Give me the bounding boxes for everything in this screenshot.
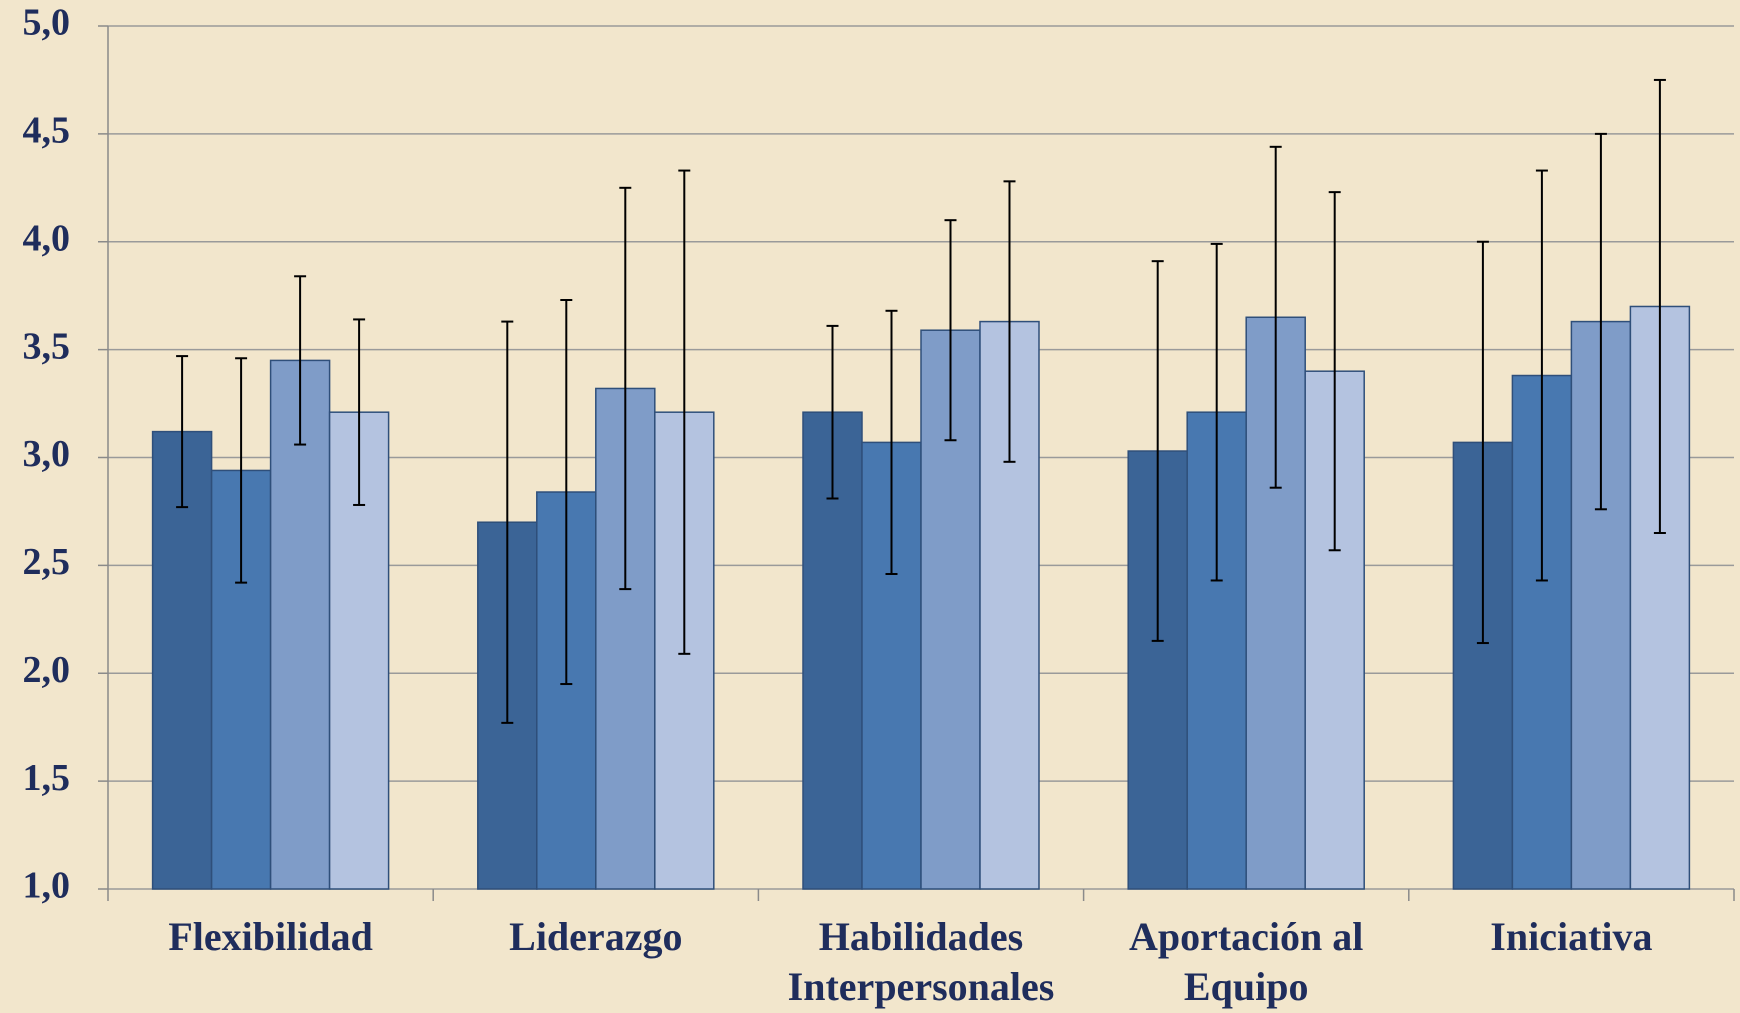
x-tick-label: Aportación al Equipo xyxy=(1129,914,1363,1009)
error-bar xyxy=(944,219,957,442)
error-bar xyxy=(1594,132,1607,511)
bar xyxy=(269,359,331,890)
error-bar xyxy=(1003,180,1016,463)
error-bar xyxy=(1653,78,1666,535)
error-bar xyxy=(1269,145,1282,489)
y-tick-label: 1,5 xyxy=(23,757,71,799)
y-tick-label: 2,0 xyxy=(23,649,71,691)
error-bar xyxy=(235,357,248,584)
error-bar xyxy=(1476,240,1489,645)
y-tick-label: 4,5 xyxy=(23,110,71,152)
x-tick-label: Iniciativa xyxy=(1490,914,1652,959)
y-tick-label: 3,0 xyxy=(23,433,71,475)
y-tick-label: 1,0 xyxy=(23,865,71,907)
error-bar xyxy=(501,320,514,724)
x-tick-label-line: Equipo xyxy=(1184,964,1309,1009)
error-bar xyxy=(885,309,898,576)
error-bar xyxy=(176,355,189,509)
error-bar xyxy=(678,169,691,655)
error-bar xyxy=(1328,191,1341,552)
y-tick-label: 3,5 xyxy=(23,325,71,367)
error-bar xyxy=(826,324,839,500)
x-tick-label-line: Aportación al xyxy=(1129,914,1363,959)
x-tick-label: Flexibilidad xyxy=(168,914,373,959)
x-tick-label-line: Interpersonales xyxy=(788,964,1055,1009)
y-tick-label: 4,0 xyxy=(23,217,71,259)
error-bar xyxy=(1535,169,1548,582)
error-bar xyxy=(619,186,632,591)
y-tick-label: 2,5 xyxy=(23,541,71,583)
error-bar xyxy=(560,299,573,686)
error-bar xyxy=(353,318,366,506)
x-tick-label-line: Habilidades xyxy=(819,914,1024,959)
error-bar xyxy=(1210,242,1223,582)
y-tick-label: 5,0 xyxy=(23,2,71,44)
x-tick-label: Liderazgo xyxy=(509,914,682,959)
error-bar xyxy=(1151,260,1164,642)
error-bar xyxy=(294,275,307,446)
x-tick-label: Habilidades Interpersonales xyxy=(788,914,1055,1009)
